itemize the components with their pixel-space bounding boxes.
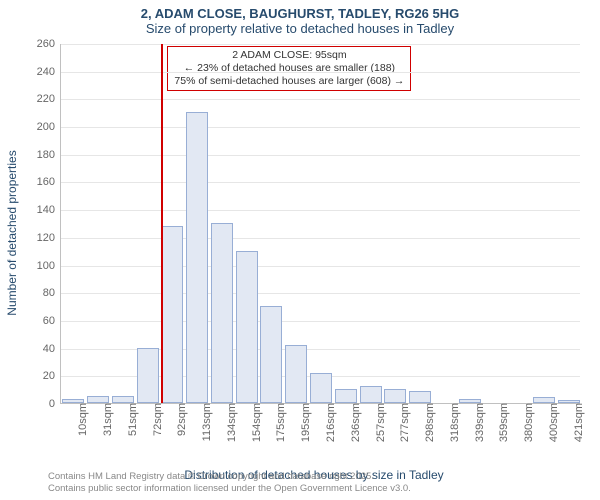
grid-line <box>61 238 580 239</box>
y-tick-label: 220 <box>37 93 55 105</box>
marker-line <box>161 44 163 403</box>
y-tick-label: 240 <box>37 66 55 78</box>
callout-line-larger: 75% of semi-detached houses are larger (… <box>174 75 404 88</box>
grid-line <box>61 266 580 267</box>
x-tick-label: 236sqm <box>350 403 362 442</box>
x-tick-label: 298sqm <box>424 403 436 442</box>
x-tick-label: 154sqm <box>251 403 263 442</box>
chart-title-block: 2, ADAM CLOSE, BAUGHURST, TADLEY, RG26 5… <box>0 0 600 36</box>
chart-title-subtitle: Size of property relative to detached ho… <box>0 21 600 36</box>
grid-line <box>61 182 580 183</box>
y-tick-label: 140 <box>37 204 55 216</box>
histogram-bar <box>87 396 109 403</box>
chart-title-address: 2, ADAM CLOSE, BAUGHURST, TADLEY, RG26 5… <box>0 6 600 21</box>
histogram-bar <box>112 396 134 403</box>
x-tick-label: 72sqm <box>152 403 164 436</box>
x-tick-label: 339sqm <box>474 403 486 442</box>
grid-line <box>61 72 580 73</box>
histogram-bar <box>137 348 159 403</box>
histogram-bar <box>236 251 258 403</box>
callout-line-subject: 2 ADAM CLOSE: 95sqm <box>174 49 404 62</box>
grid-line <box>61 210 580 211</box>
histogram-bar <box>335 389 357 403</box>
x-tick-label: 195sqm <box>300 403 312 442</box>
x-tick-label: 113sqm <box>201 403 213 441</box>
grid-line <box>61 99 580 100</box>
y-tick-label: 0 <box>49 398 55 410</box>
x-tick-label: 216sqm <box>325 403 337 442</box>
x-tick-label: 31sqm <box>102 403 114 436</box>
callout-line-smaller: ← 23% of detached houses are smaller (18… <box>174 62 404 75</box>
x-tick-label: 175sqm <box>275 403 287 442</box>
y-tick-label: 20 <box>43 370 55 382</box>
y-tick-label: 200 <box>37 121 55 133</box>
grid-line <box>61 321 580 322</box>
x-tick-label: 400sqm <box>548 403 560 442</box>
x-tick-label: 380sqm <box>523 403 535 442</box>
x-tick-label: 277sqm <box>399 403 411 442</box>
y-tick-label: 80 <box>43 287 55 299</box>
x-tick-label: 318sqm <box>449 403 461 442</box>
footer-line-licence: Contains public sector information licen… <box>48 483 411 494</box>
x-tick-label: 10sqm <box>77 403 89 436</box>
histogram-bar <box>285 345 307 403</box>
chart-container: Number of detached properties 2 ADAM CLO… <box>48 44 580 422</box>
histogram-bar <box>409 391 431 403</box>
y-axis-title: Number of detached properties <box>5 150 19 315</box>
x-tick-label: 92sqm <box>176 403 188 436</box>
histogram-bar <box>211 223 233 403</box>
x-tick-label: 257sqm <box>375 403 387 442</box>
y-tick-label: 100 <box>37 260 55 272</box>
histogram-bar <box>186 112 208 403</box>
x-tick-label: 359sqm <box>498 403 510 442</box>
histogram-bar <box>360 386 382 403</box>
x-tick-label: 51sqm <box>127 403 139 436</box>
y-tick-label: 160 <box>37 176 55 188</box>
y-tick-label: 120 <box>37 232 55 244</box>
grid-line <box>61 155 580 156</box>
grid-line <box>61 127 580 128</box>
y-tick-label: 40 <box>43 343 55 355</box>
y-tick-label: 180 <box>37 149 55 161</box>
callout-box: 2 ADAM CLOSE: 95sqm ← 23% of detached ho… <box>167 46 411 91</box>
y-tick-label: 260 <box>37 38 55 50</box>
footer-line-copyright: Contains HM Land Registry data © Crown c… <box>48 471 411 482</box>
histogram-bar <box>310 373 332 403</box>
x-tick-label: 134sqm <box>226 403 238 442</box>
histogram-bar <box>260 306 282 403</box>
y-tick-label: 60 <box>43 315 55 327</box>
plot-area: 2 ADAM CLOSE: 95sqm ← 23% of detached ho… <box>60 44 580 404</box>
chart-footer: Contains HM Land Registry data © Crown c… <box>48 471 411 494</box>
x-tick-label: 421sqm <box>573 403 585 442</box>
histogram-bar <box>384 389 406 403</box>
grid-line <box>61 293 580 294</box>
grid-line <box>61 44 580 45</box>
histogram-bar <box>161 226 183 403</box>
